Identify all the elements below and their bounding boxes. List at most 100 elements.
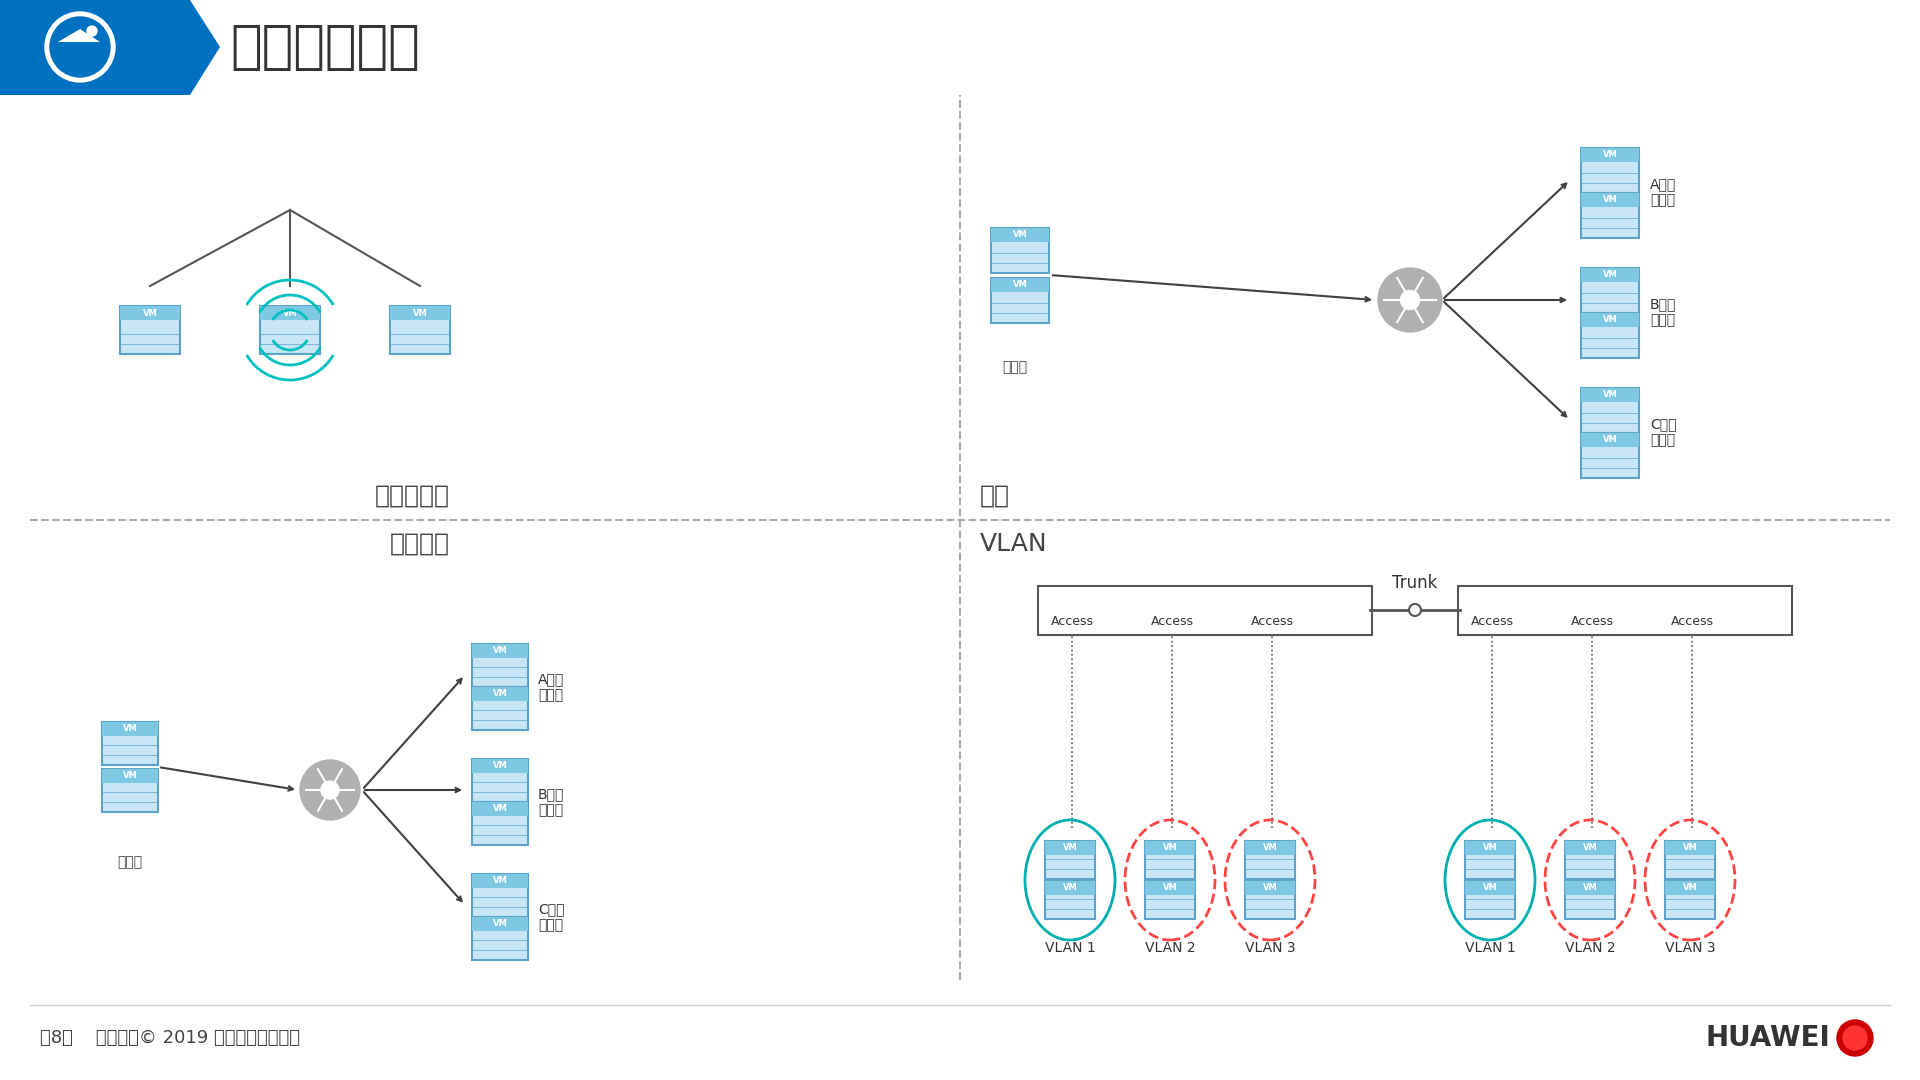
FancyBboxPatch shape	[472, 874, 528, 888]
FancyBboxPatch shape	[390, 306, 449, 354]
Circle shape	[321, 781, 340, 799]
Circle shape	[1843, 1026, 1866, 1050]
Text: VLAN 1: VLAN 1	[1465, 941, 1515, 955]
Text: VM: VM	[493, 876, 507, 885]
Text: VLAN 2: VLAN 2	[1565, 941, 1615, 955]
FancyBboxPatch shape	[1580, 268, 1640, 312]
Text: VM: VM	[1603, 435, 1617, 444]
Text: 通讯源: 通讯源	[117, 855, 142, 869]
Circle shape	[44, 12, 115, 82]
Text: VM: VM	[123, 771, 138, 780]
FancyBboxPatch shape	[102, 721, 157, 735]
Text: VM: VM	[1062, 843, 1077, 852]
Text: VM: VM	[1582, 883, 1597, 892]
Circle shape	[1837, 1020, 1874, 1056]
FancyBboxPatch shape	[1565, 841, 1615, 879]
Text: Access: Access	[1150, 615, 1194, 627]
FancyBboxPatch shape	[1580, 192, 1640, 206]
Text: C网段
虚拟机: C网段 虚拟机	[538, 902, 564, 932]
FancyBboxPatch shape	[1044, 841, 1094, 879]
FancyBboxPatch shape	[1244, 841, 1294, 879]
FancyBboxPatch shape	[119, 306, 180, 320]
Text: Access: Access	[1471, 615, 1513, 627]
FancyBboxPatch shape	[1465, 841, 1515, 879]
FancyBboxPatch shape	[1144, 841, 1194, 879]
FancyBboxPatch shape	[1665, 881, 1715, 919]
FancyBboxPatch shape	[1465, 841, 1515, 855]
Text: VM: VM	[1062, 883, 1077, 892]
Text: VLAN 3: VLAN 3	[1244, 941, 1296, 955]
FancyBboxPatch shape	[1580, 192, 1640, 238]
Text: VLAN 2: VLAN 2	[1144, 941, 1196, 955]
Text: VM: VM	[1263, 843, 1277, 852]
Text: 路由: 路由	[979, 484, 1010, 508]
Text: VM: VM	[1263, 883, 1277, 892]
Text: VM: VM	[493, 804, 507, 813]
FancyBboxPatch shape	[1580, 312, 1640, 326]
Text: VM: VM	[1164, 843, 1177, 852]
Text: C网段
虚拟机: C网段 虚拟机	[1649, 417, 1676, 447]
FancyBboxPatch shape	[1144, 881, 1194, 895]
FancyBboxPatch shape	[1044, 881, 1094, 895]
FancyBboxPatch shape	[259, 306, 321, 354]
Text: 通讯源: 通讯源	[1002, 360, 1027, 374]
Text: B网段
虚拟机: B网段 虚拟机	[538, 787, 564, 818]
Text: VM: VM	[1012, 230, 1027, 239]
FancyBboxPatch shape	[1580, 148, 1640, 162]
Circle shape	[86, 26, 98, 36]
FancyBboxPatch shape	[472, 917, 528, 931]
Text: VM: VM	[123, 724, 138, 733]
FancyBboxPatch shape	[1565, 881, 1615, 895]
FancyBboxPatch shape	[472, 874, 528, 917]
FancyBboxPatch shape	[1144, 881, 1194, 919]
FancyBboxPatch shape	[1465, 881, 1515, 919]
FancyBboxPatch shape	[1580, 268, 1640, 282]
FancyBboxPatch shape	[1565, 881, 1615, 919]
Circle shape	[50, 17, 109, 77]
Text: VM: VM	[1482, 843, 1498, 852]
Polygon shape	[0, 0, 221, 95]
Text: Trunk: Trunk	[1392, 573, 1438, 592]
Text: VM: VM	[1603, 315, 1617, 324]
Text: VM: VM	[1603, 195, 1617, 204]
Circle shape	[300, 760, 361, 820]
FancyBboxPatch shape	[472, 801, 528, 845]
FancyBboxPatch shape	[1665, 841, 1715, 879]
FancyBboxPatch shape	[1665, 881, 1715, 895]
Text: VM: VM	[1482, 883, 1498, 892]
Text: VM: VM	[1603, 270, 1617, 279]
FancyBboxPatch shape	[472, 801, 528, 815]
FancyBboxPatch shape	[991, 278, 1048, 292]
Polygon shape	[58, 29, 100, 42]
FancyBboxPatch shape	[102, 769, 157, 811]
FancyBboxPatch shape	[1665, 841, 1715, 855]
FancyBboxPatch shape	[1044, 841, 1094, 855]
FancyBboxPatch shape	[259, 306, 321, 320]
Text: VM: VM	[493, 689, 507, 698]
FancyBboxPatch shape	[991, 228, 1048, 242]
FancyBboxPatch shape	[1580, 312, 1640, 357]
Text: VM: VM	[493, 761, 507, 770]
Text: VM: VM	[493, 919, 507, 928]
FancyBboxPatch shape	[1580, 388, 1640, 432]
FancyBboxPatch shape	[1244, 881, 1294, 919]
Circle shape	[1409, 604, 1421, 616]
Text: 广播和单播: 广播和单播	[374, 484, 449, 508]
FancyBboxPatch shape	[1580, 148, 1640, 192]
Text: VM: VM	[413, 309, 428, 318]
FancyBboxPatch shape	[1244, 881, 1294, 895]
FancyBboxPatch shape	[472, 687, 528, 729]
FancyBboxPatch shape	[1244, 841, 1294, 855]
Text: VM: VM	[493, 646, 507, 654]
FancyBboxPatch shape	[472, 687, 528, 701]
FancyBboxPatch shape	[102, 769, 157, 783]
Text: Access: Access	[1571, 615, 1613, 627]
FancyBboxPatch shape	[1580, 388, 1640, 402]
Text: VLAN 1: VLAN 1	[1044, 941, 1096, 955]
Text: VLAN 3: VLAN 3	[1665, 941, 1715, 955]
Text: 网络基础概念: 网络基础概念	[230, 21, 420, 73]
Text: VM: VM	[142, 309, 157, 318]
Text: 第8页    版权所有© 2019 华为技术有限公司: 第8页 版权所有© 2019 华为技术有限公司	[40, 1029, 300, 1047]
Text: VM: VM	[1582, 843, 1597, 852]
Text: Access: Access	[1050, 615, 1094, 627]
